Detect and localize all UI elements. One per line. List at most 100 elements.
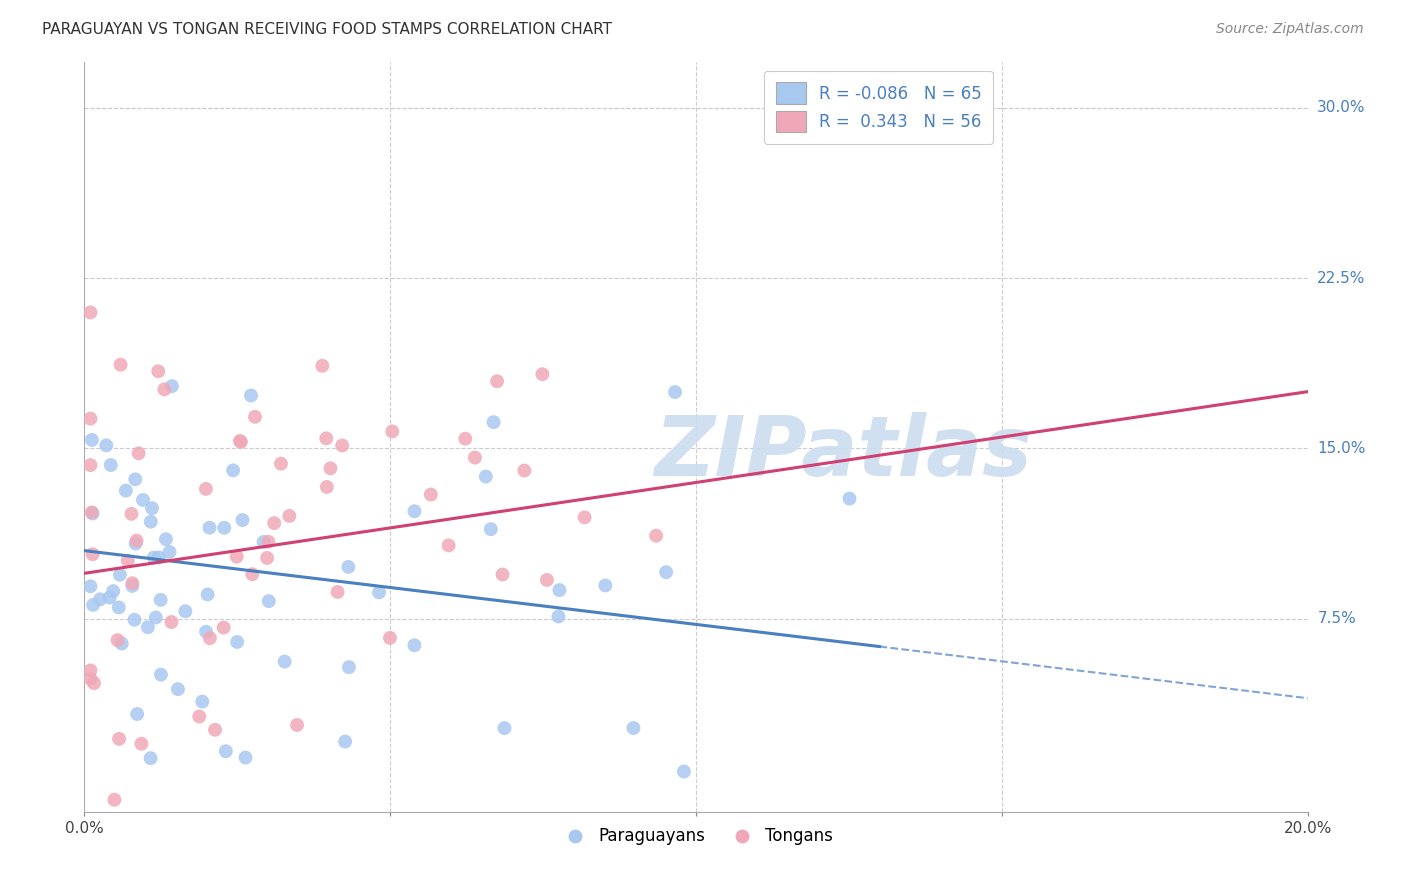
- Point: [160, 615, 183, 629]
- Point: [110, 358, 132, 372]
- Point: [79, 411, 101, 425]
- Point: [278, 508, 301, 523]
- Point: [330, 438, 353, 452]
- Text: ZIPatlas: ZIPatlas: [654, 411, 1032, 492]
- Point: [547, 609, 569, 624]
- Point: [89, 592, 111, 607]
- Point: [82, 547, 104, 561]
- Point: [486, 374, 509, 388]
- Point: [285, 718, 308, 732]
- Point: [838, 491, 860, 506]
- Point: [107, 633, 129, 648]
- Point: [464, 450, 486, 465]
- Point: [194, 482, 217, 496]
- Text: 15.0%: 15.0%: [1317, 441, 1365, 456]
- Point: [235, 750, 257, 764]
- Point: [148, 550, 170, 565]
- Point: [491, 567, 513, 582]
- Point: [378, 631, 401, 645]
- Point: [117, 554, 139, 568]
- Text: 7.5%: 7.5%: [1317, 611, 1355, 626]
- Point: [333, 734, 356, 748]
- Point: [82, 507, 104, 521]
- Point: [132, 493, 155, 508]
- Point: [326, 585, 349, 599]
- Point: [315, 431, 337, 445]
- Point: [103, 793, 125, 807]
- Point: [240, 388, 263, 402]
- Point: [256, 551, 278, 566]
- Point: [191, 695, 214, 709]
- Point: [482, 415, 505, 429]
- Point: [368, 585, 391, 599]
- Point: [645, 529, 668, 543]
- Point: [124, 472, 146, 486]
- Point: [419, 487, 441, 501]
- Point: [672, 764, 695, 779]
- Point: [79, 579, 101, 593]
- Point: [115, 483, 138, 498]
- Text: PARAGUAYAN VS TONGAN RECEIVING FOOD STAMPS CORRELATION CHART: PARAGUAYAN VS TONGAN RECEIVING FOOD STAM…: [42, 22, 612, 37]
- Point: [188, 709, 211, 723]
- Point: [437, 538, 460, 552]
- Point: [107, 600, 129, 615]
- Point: [548, 583, 571, 598]
- Text: 22.5%: 22.5%: [1317, 270, 1365, 285]
- Point: [101, 584, 124, 599]
- Point: [198, 631, 221, 645]
- Point: [197, 587, 219, 601]
- Point: [494, 721, 516, 735]
- Point: [229, 434, 252, 449]
- Point: [79, 664, 101, 678]
- Point: [148, 364, 170, 378]
- Point: [108, 567, 131, 582]
- Point: [574, 510, 596, 524]
- Point: [337, 560, 360, 574]
- Point: [83, 676, 105, 690]
- Point: [479, 522, 502, 536]
- Point: [79, 672, 101, 686]
- Point: [212, 521, 235, 535]
- Point: [243, 409, 266, 424]
- Point: [139, 515, 162, 529]
- Point: [404, 638, 426, 652]
- Point: [270, 457, 292, 471]
- Point: [337, 660, 360, 674]
- Point: [595, 578, 617, 592]
- Point: [198, 521, 221, 535]
- Point: [155, 532, 177, 546]
- Point: [195, 624, 218, 639]
- Point: [664, 385, 686, 400]
- Point: [82, 598, 104, 612]
- Point: [381, 425, 404, 439]
- Point: [212, 621, 235, 635]
- Point: [142, 550, 165, 565]
- Point: [79, 458, 101, 472]
- Point: [623, 721, 645, 735]
- Legend: Paraguayans, Tongans: Paraguayans, Tongans: [553, 821, 839, 852]
- Point: [136, 620, 159, 634]
- Point: [128, 446, 150, 460]
- Point: [319, 461, 342, 475]
- Point: [222, 463, 245, 477]
- Point: [475, 469, 498, 483]
- Point: [252, 535, 274, 549]
- Point: [531, 367, 554, 381]
- Point: [98, 591, 121, 605]
- Point: [153, 382, 176, 396]
- Point: [149, 667, 172, 681]
- Point: [121, 576, 143, 591]
- Point: [159, 545, 181, 559]
- Point: [124, 536, 146, 550]
- Point: [240, 567, 263, 582]
- Point: [229, 434, 252, 448]
- Point: [131, 737, 153, 751]
- Point: [127, 706, 149, 721]
- Point: [215, 744, 238, 758]
- Text: Source: ZipAtlas.com: Source: ZipAtlas.com: [1216, 22, 1364, 37]
- Point: [124, 613, 146, 627]
- Point: [79, 305, 101, 319]
- Point: [121, 579, 143, 593]
- Point: [257, 594, 280, 608]
- Point: [311, 359, 333, 373]
